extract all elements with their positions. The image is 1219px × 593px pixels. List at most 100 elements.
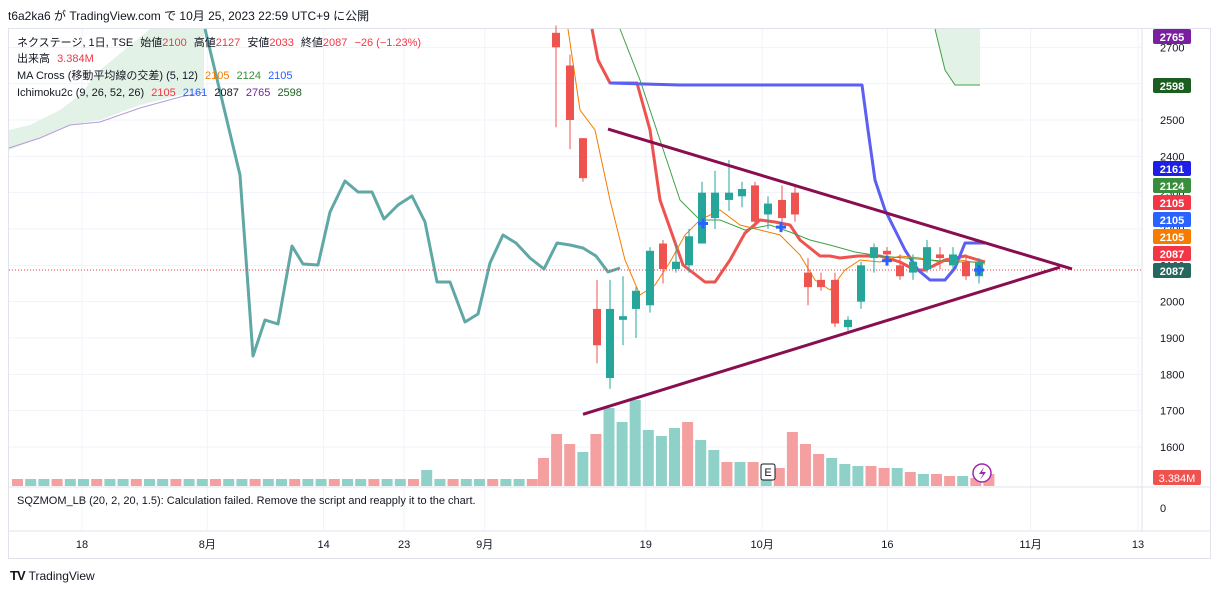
grid	[9, 29, 1142, 530]
candle-body	[870, 247, 878, 259]
volume-bar	[695, 440, 707, 486]
volume-bar	[590, 434, 602, 486]
candles	[552, 25, 983, 389]
open-label: 始値	[140, 37, 163, 49]
candle-body	[883, 250, 891, 255]
volume-bar	[487, 479, 499, 486]
volume-bar	[944, 476, 956, 486]
volume-bar	[196, 479, 208, 486]
time-tick-label: 13	[1132, 539, 1144, 551]
volume-bar	[38, 479, 50, 486]
candle-body	[778, 199, 786, 219]
candle-body	[791, 192, 799, 215]
open-value: 2100	[162, 37, 187, 49]
price-axis: 1600170018001900200021002200230024002500…	[9, 29, 1211, 532]
change-value: −26 (−1.23%)	[354, 37, 422, 49]
volume-bar	[813, 454, 825, 486]
triangle-upper-line	[607, 127, 1073, 271]
volume-bar	[839, 464, 851, 486]
tradingview-logo[interactable]: TV TradingView	[10, 568, 95, 583]
price-tick-label: 1800	[1160, 369, 1184, 381]
volume-bar	[408, 479, 419, 486]
time-tick-label: 14	[318, 539, 330, 551]
volume-bar	[223, 479, 235, 486]
volume-bar	[904, 472, 916, 486]
cross-marker	[882, 255, 892, 266]
volume-bar	[682, 422, 694, 486]
volume-bar	[302, 479, 314, 486]
volume-bar	[708, 450, 720, 486]
price-badge-label: 2087	[1160, 249, 1184, 261]
candle-body	[619, 316, 627, 320]
volume-label: 出来高	[17, 53, 50, 65]
volume-bar	[551, 434, 563, 486]
time-tick-label: 23	[398, 539, 410, 551]
ma-slow-value: 2124	[236, 70, 261, 82]
ichimoku-value-2: 2161	[182, 87, 208, 99]
cross-marker	[974, 265, 984, 276]
volume-bar	[474, 479, 485, 486]
price-tick-label: 2000	[1160, 297, 1184, 309]
time-tick-label: 16	[881, 539, 893, 551]
volume-bar	[721, 462, 733, 486]
candle-body	[685, 236, 693, 266]
volume-bar	[616, 422, 628, 486]
ma-fast-value: 2105	[204, 70, 230, 82]
legend-ma-cross[interactable]: MA Cross (移動平均線の交差) (5, 12) 2105 2124 21…	[17, 69, 297, 83]
candle-body	[552, 32, 560, 48]
volume-bars	[12, 400, 995, 486]
ma-label: MA Cross (移動平均線の交差) (5, 12)	[17, 70, 198, 82]
volume-bar	[931, 474, 942, 486]
volume-bar	[183, 479, 195, 486]
candle-body	[817, 279, 825, 288]
bolt-icon	[979, 467, 986, 480]
legend-volume[interactable]: 出来高 3.384M	[17, 52, 98, 66]
candle-body	[764, 203, 772, 215]
price-badge	[1153, 212, 1191, 227]
volume-bar	[51, 479, 63, 486]
volume-bar	[642, 430, 654, 486]
candle-body	[646, 250, 654, 306]
chikou-span-line	[203, 28, 621, 358]
ichimoku-value-4: 2765	[245, 87, 271, 99]
price-badge	[1153, 161, 1191, 176]
volume-bar	[236, 479, 248, 486]
cross-marker	[698, 218, 708, 229]
volume-bar	[342, 479, 353, 486]
time-tick-label: 8月	[199, 539, 216, 551]
sqz-zero-label: 0	[1160, 503, 1166, 515]
volume-bar	[421, 470, 433, 486]
volume-bar	[289, 479, 301, 486]
candle-body	[962, 261, 970, 277]
volume-bar	[747, 462, 759, 486]
ichimoku-cloud	[8, 28, 980, 150]
volume-bar	[64, 479, 76, 486]
time-tick-label: 18	[76, 539, 88, 551]
legend-main[interactable]: ネクステージ, 1日, TSE 始値2100 高値2127 安値2033 終値2…	[17, 36, 425, 50]
ichimoku-value-5: 2598	[277, 87, 302, 99]
volume-bar	[276, 479, 287, 486]
price-badge	[1153, 246, 1191, 261]
candle-body	[896, 265, 904, 277]
markers: E	[698, 218, 992, 483]
volume-bar	[629, 400, 641, 486]
candle-body	[579, 138, 587, 179]
price-tick-label: 1900	[1160, 333, 1184, 345]
chart-frame	[8, 28, 1211, 559]
legend-ichimoku[interactable]: Ichimoku2c (9, 26, 52, 26) 2105 2161 208…	[17, 86, 306, 100]
candle-body	[711, 192, 719, 219]
volume-bar	[970, 478, 982, 486]
volume-bar	[25, 479, 37, 486]
volume-bar	[78, 479, 89, 486]
candle-body	[566, 65, 574, 120]
earnings-marker-box	[760, 463, 776, 481]
candle-body	[698, 192, 706, 244]
volume-bar	[117, 479, 129, 486]
volume-bar	[368, 479, 380, 486]
time-tick-label: 11月	[1019, 539, 1041, 551]
price-badge	[1153, 178, 1191, 193]
high-value: 2127	[215, 37, 241, 49]
sqzmom-legend[interactable]: SQZMOM_LB (20, 2, 20, 1.5): Calculation …	[17, 495, 476, 507]
price-tick-label: 1700	[1160, 406, 1184, 418]
